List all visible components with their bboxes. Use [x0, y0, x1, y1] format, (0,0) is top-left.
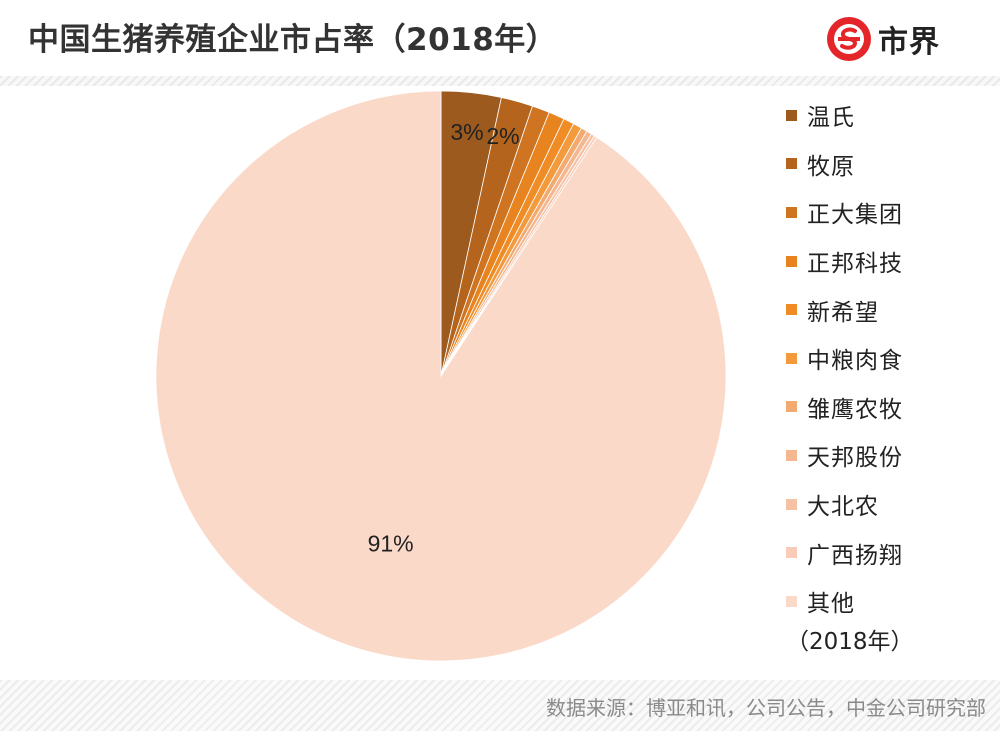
legend-label: 中粮肉食 — [807, 348, 903, 375]
legend-swatch — [786, 498, 797, 510]
legend-swatch — [786, 206, 797, 218]
legend-label: 广西扬翔 — [807, 542, 903, 569]
legend-label: 正邦科技 — [807, 251, 903, 278]
legend-swatch — [786, 352, 797, 364]
legend-swatch — [786, 595, 797, 607]
logo: 市界 — [826, 14, 940, 64]
legend-label: 雏鹰农牧 — [807, 396, 903, 423]
legend-label: 正大集团 — [807, 202, 903, 229]
pie-slice-label: 3% — [450, 119, 483, 145]
legend-label: 新希望 — [807, 299, 879, 326]
header-divider — [0, 76, 1000, 86]
legend-label: 牧原 — [807, 153, 855, 180]
pie-slice-label: 91% — [368, 530, 414, 556]
legend-swatch — [786, 158, 797, 170]
pie-slice-label: 2% — [486, 123, 519, 149]
logo-icon — [827, 17, 871, 61]
legend-label: 温氏 — [807, 105, 855, 132]
footer: 数据来源：博亚和讯，公司公告，中金公司研究部 — [0, 680, 1000, 731]
legend-swatch — [786, 401, 797, 413]
legend-label: 大北农 — [807, 494, 879, 521]
legend-item: 其他 — [786, 577, 986, 626]
legend-item: 新希望 — [786, 285, 986, 334]
legend-swatch — [786, 109, 797, 121]
legend-note: （2018年） — [786, 629, 914, 655]
header: 中国生猪养殖企业市占率（2018年） 市界 — [0, 0, 1000, 78]
legend-item: 广西扬翔 — [786, 528, 986, 577]
pie-slices — [155, 90, 727, 662]
legend-item: 正大集团 — [786, 188, 986, 237]
legend-item: 温氏 — [786, 91, 986, 140]
legend-item: 牧原 — [786, 140, 986, 189]
legend-item: 正邦科技 — [786, 237, 986, 286]
legend-label: 其他 — [807, 591, 855, 618]
pie-slice — [155, 90, 727, 662]
logo-text: 市界 — [878, 25, 940, 60]
pie-chart: 3% 2% 91% — [155, 90, 727, 662]
legend-item: 大北农 — [786, 480, 986, 529]
source-note: 数据来源：博亚和讯，公司公告，中金公司研究部 — [546, 696, 986, 720]
legend-swatch — [786, 547, 797, 559]
legend-swatch — [786, 449, 797, 461]
legend-item: 雏鹰农牧 — [786, 383, 986, 432]
legend-item: 中粮肉食 — [786, 334, 986, 383]
legend-label: 天邦股份 — [807, 445, 903, 472]
legend: 温氏牧原正大集团正邦科技新希望中粮肉食雏鹰农牧天邦股份大北农广西扬翔其他 — [786, 91, 986, 626]
legend-item: 天邦股份 — [786, 431, 986, 480]
legend-swatch — [786, 304, 797, 316]
legend-swatch — [786, 255, 797, 267]
chart-title: 中国生猪养殖企业市占率（2018年） — [28, 22, 558, 58]
pie-slice-labels: 3% 2% 91% — [368, 119, 520, 556]
